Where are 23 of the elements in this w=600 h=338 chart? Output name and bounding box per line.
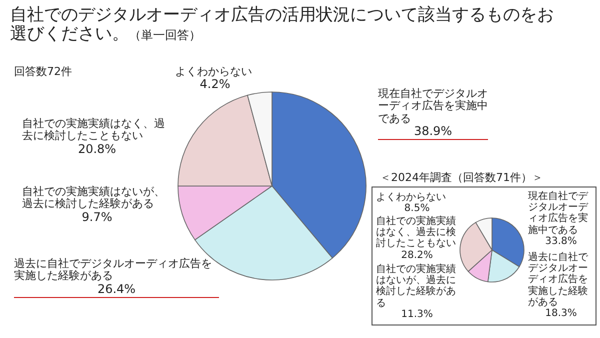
data-label: 26.4% (96, 282, 137, 296)
data-label: 33.8% (544, 236, 578, 247)
slice-label: 過去に自社でデジタルオーディオ広告を実施した経験がある (14, 257, 213, 283)
data-label: 4.2% (198, 77, 232, 92)
data-label: 8.5% (403, 203, 431, 214)
data-label: 11.3% (400, 308, 434, 320)
data-label: 38.9% (412, 124, 454, 138)
slice-label: 自社での実施実績はないが、過去に検討した経験がある (22, 185, 166, 211)
chart-title: ＜2024年調査（回答数71件）＞ (380, 171, 544, 184)
text: 回答数72件 (14, 65, 72, 78)
data-label: 18.3% (544, 308, 578, 320)
chart-subtitle: （単一回答） (129, 28, 201, 42)
slice-label: 現在自社でデジタルオーディオ広告を実施中である (378, 87, 488, 125)
slice-label: 過去に自社でデジタルオーディオ広告を実施した経験がある (528, 252, 589, 308)
slice-label: よくわからない (175, 65, 253, 78)
slice-label: よくわからない (376, 192, 447, 204)
slice-label: 自社での実施実績はなく、過去に検討したこともない (376, 216, 457, 250)
data-label: 9.7% (80, 210, 114, 224)
slice-label: 自社での実施実績はなく、過去に検討したこともない (22, 117, 166, 143)
slice-label: 自社での実施実績はないが、過去に検討した経験がある (376, 264, 457, 309)
data-label: 28.2% (400, 250, 434, 261)
slice-label: 現在自社でデジタルオーディオ広告を実施中である (528, 191, 590, 236)
data-label: 20.8% (76, 142, 118, 156)
